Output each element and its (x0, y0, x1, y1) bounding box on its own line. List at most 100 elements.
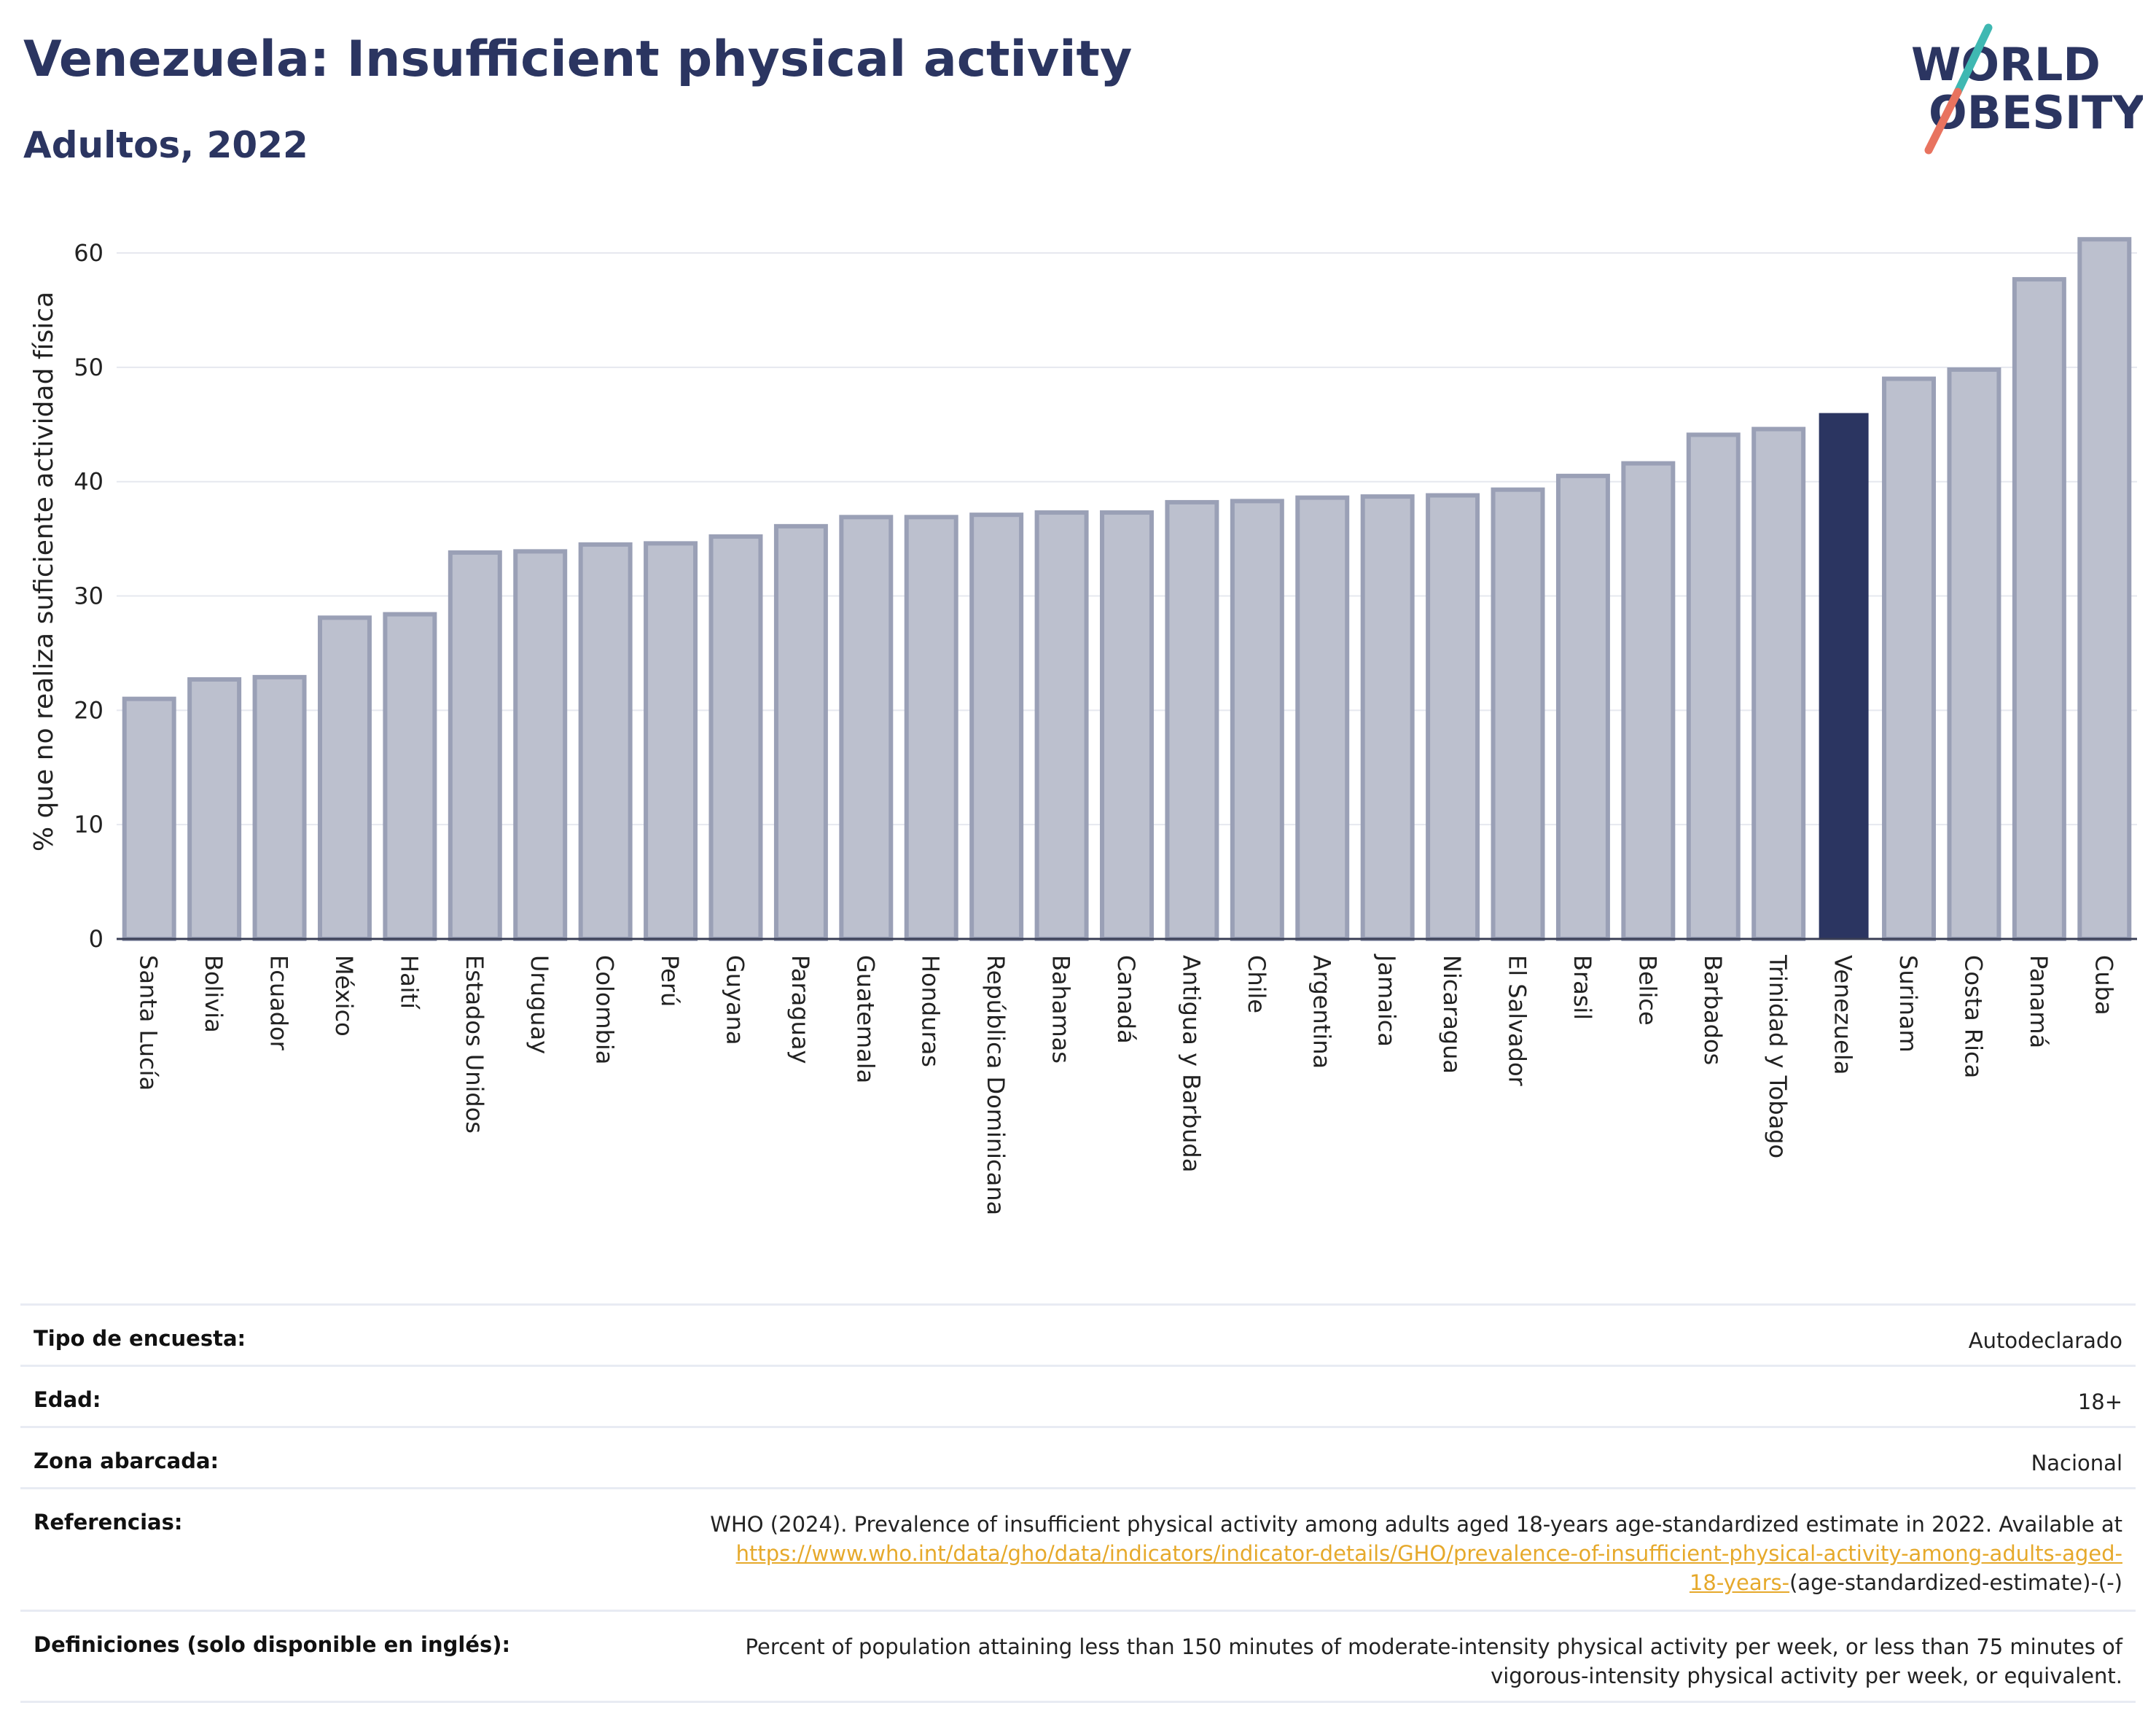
x-tick-label: Brasil (1569, 955, 1596, 1020)
survey-type-value: Autodeclarado (1968, 1328, 2122, 1353)
bar-guatemala (839, 515, 894, 941)
x-tick-label: República Dominicana (982, 955, 1009, 1215)
bar-surinam (1882, 376, 1937, 941)
definitions-value: Percent of population attaining less tha… (746, 1632, 2122, 1691)
age-value: 18+ (2077, 1389, 2122, 1414)
page-title: Venezuela: Insufficient physical activit… (23, 31, 1133, 88)
x-tick-label: Colombia (591, 955, 619, 1064)
references-link-line2[interactable]: 18-years- (1689, 1570, 1790, 1595)
references-suffix: (age-standardized-estimate)-(-) (1789, 1570, 2122, 1595)
bar-el-salvador (1491, 487, 1545, 941)
y-tick-label: 50 (74, 354, 103, 381)
bar-cuba (2077, 237, 2132, 941)
bar-méxico (317, 615, 372, 941)
x-tick-label: Ecuador (265, 955, 293, 1051)
bar-chile (1230, 499, 1284, 941)
bar-nicaragua (1426, 493, 1480, 941)
bar-bolivia (187, 677, 242, 941)
x-tick-label: Cuba (2090, 955, 2117, 1015)
x-tick-label: Barbados (1699, 955, 1727, 1065)
bar-jamaica (1360, 494, 1415, 941)
references-label: Referencias: (34, 1510, 183, 1535)
bar-costa-rica (1947, 367, 2001, 941)
coverage-label: Zona abarcada: (34, 1449, 219, 1473)
bar-ecuador (252, 674, 307, 941)
info-row-coverage: Zona abarcada: Nacional (20, 1426, 2136, 1487)
info-row-age: Edad: 18+ (20, 1365, 2136, 1426)
bar-canadá (1100, 510, 1154, 941)
bar-honduras (904, 515, 958, 941)
bar-antigua-y-barbuda (1165, 499, 1219, 941)
info-row-references: Referencias: WHO (2024). Prevalence of i… (20, 1487, 2136, 1610)
bar-estados-unidos (448, 550, 502, 941)
y-tick-label: 10 (74, 811, 103, 838)
y-tick-label: 60 (74, 239, 103, 267)
x-tick-label: Paraguay (786, 955, 814, 1064)
bar-chart: 0 10 20 30 40 50 60 % que no realiza suficiente… (29, 237, 2137, 1215)
logo-stroke-coral (1924, 87, 1962, 155)
x-tick-label: Panamá (2025, 955, 2053, 1048)
logo-word-1: WORLD (1911, 38, 2101, 91)
x-tick-label: Surinam (1894, 955, 1922, 1053)
references-text: WHO (2024). Prevalence of insufficient p… (710, 1512, 2122, 1537)
x-tick-label: Venezuela (1829, 955, 1857, 1075)
bar-guyana (708, 534, 763, 941)
x-tick-label: Bolivia (200, 955, 227, 1033)
bar-argentina (1295, 495, 1350, 941)
coverage-value: Nacional (2031, 1451, 2122, 1475)
bar-trinidad-y-tobago (1751, 426, 1806, 941)
references-link-line1[interactable]: https://www.who.int/data/gho/data/indica… (735, 1541, 2122, 1566)
bar-brasil (1555, 473, 1610, 941)
definitions-line1: Percent of population attaining less tha… (745, 1634, 2122, 1659)
x-tick-label: Chile (1243, 955, 1270, 1013)
x-tick-label: Argentina (1308, 955, 1335, 1069)
x-tick-label: México (330, 955, 358, 1037)
info-row-survey-type: Tipo de encuesta: Autodeclarado (20, 1303, 2136, 1365)
bar-paraguay (773, 523, 828, 941)
logo-word-2: OBESITY (1929, 86, 2143, 139)
x-tick-label: Uruguay (526, 955, 553, 1054)
bar-bahamas (1034, 510, 1089, 941)
x-tick-label: Nicaragua (1438, 955, 1466, 1074)
age-label: Edad: (34, 1387, 101, 1412)
x-tick-label: Haití (395, 955, 423, 1010)
y-axis-label: % que no realiza suficiente actividad fí… (29, 292, 59, 851)
x-tick-label: Estados Unidos (461, 955, 488, 1134)
x-tick-label: Trinidad y Tobago (1764, 954, 1792, 1158)
bar-uruguay (513, 549, 568, 941)
x-tick-label: Guatemala (851, 955, 879, 1083)
bar-barbados (1686, 432, 1741, 941)
definitions-line2: vigorous-intensity physical activity per… (1491, 1664, 2122, 1688)
x-tick-label: Belice (1633, 955, 1661, 1026)
page-subtitle: Adultos, 2022 (23, 124, 308, 166)
info-row-definitions: Definiciones (solo disponible en inglés)… (20, 1610, 2136, 1703)
x-tick-label: Santa Lucía (135, 955, 163, 1091)
survey-type-label: Tipo de encuesta: (34, 1326, 246, 1351)
bar-belice (1621, 461, 1676, 941)
x-tick-label: Jamaica (1373, 954, 1401, 1047)
logo-stroke-teal (1953, 23, 1993, 96)
definitions-label: Definiciones (solo disponible en inglés)… (34, 1632, 511, 1657)
bar-venezuela (1819, 413, 1869, 939)
y-tick-label: 20 (74, 696, 103, 724)
y-tick-label: 30 (74, 582, 103, 610)
world-obesity-logo: WORLD OBESITY (1911, 23, 2143, 155)
x-tick-label: Canadá (1112, 955, 1140, 1044)
bar-república-dominicana (969, 512, 1024, 941)
references-value: WHO (2024). Prevalence of insufficient p… (710, 1510, 2122, 1597)
x-tick-label: Antigua y Barbuda (1177, 955, 1205, 1172)
bar-panamá (2012, 277, 2066, 942)
bar-haití (383, 612, 437, 941)
y-tick-label: 0 (89, 925, 103, 953)
bar-colombia (578, 542, 633, 941)
x-tick-label: Bahamas (1047, 955, 1075, 1064)
bar-perú (644, 541, 698, 941)
x-tick-label: Costa Rica (1959, 955, 1987, 1078)
x-tick-label: Honduras (917, 955, 945, 1067)
x-tick-label: El Salvador (1504, 955, 1531, 1087)
info-table: Tipo de encuesta: Autodeclarado Edad: 18… (20, 1303, 2136, 1703)
x-tick-label: Perú (656, 955, 684, 1007)
bar-santa-lucía (122, 696, 176, 942)
x-tick-label: Guyana (721, 955, 749, 1045)
y-tick-label: 40 (74, 468, 103, 496)
